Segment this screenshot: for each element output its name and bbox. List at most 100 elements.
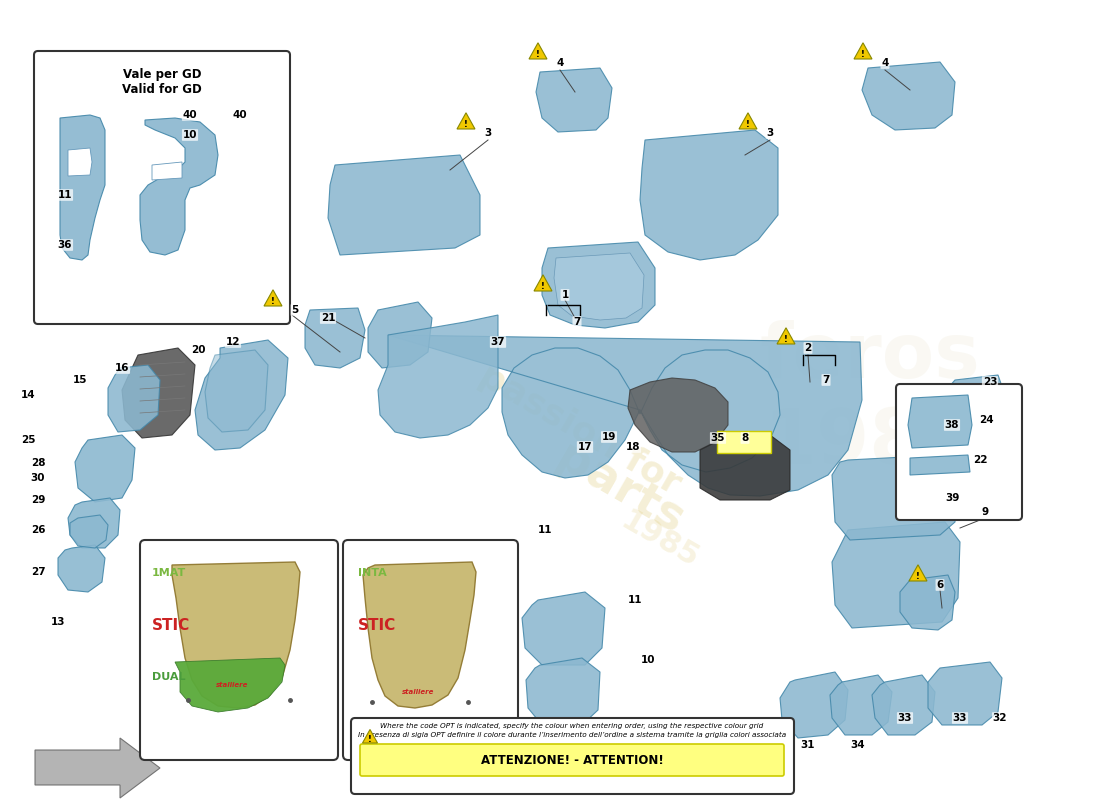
Polygon shape xyxy=(554,253,643,320)
Text: 11: 11 xyxy=(538,525,552,535)
Polygon shape xyxy=(152,162,182,180)
Text: 33: 33 xyxy=(953,713,967,723)
Text: stalliere: stalliere xyxy=(402,689,434,695)
Polygon shape xyxy=(832,522,960,628)
Text: 11: 11 xyxy=(628,595,642,605)
Text: 22: 22 xyxy=(972,455,988,465)
Text: 20: 20 xyxy=(190,345,206,355)
Text: !: ! xyxy=(861,50,865,59)
Polygon shape xyxy=(628,378,728,452)
Text: 7: 7 xyxy=(823,375,829,385)
Text: 12: 12 xyxy=(226,337,240,347)
Polygon shape xyxy=(264,290,282,306)
Text: 31: 31 xyxy=(801,740,815,750)
Text: feros
1985: feros 1985 xyxy=(760,320,980,480)
Text: 40: 40 xyxy=(183,110,197,120)
Polygon shape xyxy=(122,348,195,438)
Text: 28: 28 xyxy=(31,458,45,468)
Polygon shape xyxy=(140,118,218,255)
Polygon shape xyxy=(832,455,958,540)
Text: stalliere: stalliere xyxy=(216,682,249,688)
Polygon shape xyxy=(862,62,955,130)
Text: 8: 8 xyxy=(741,433,749,443)
Text: !: ! xyxy=(271,297,275,306)
Text: 39: 39 xyxy=(945,493,959,503)
Polygon shape xyxy=(305,308,365,368)
Polygon shape xyxy=(529,42,547,59)
Text: 5: 5 xyxy=(292,305,298,315)
Polygon shape xyxy=(328,155,480,255)
Text: 3: 3 xyxy=(767,128,773,138)
Text: 11: 11 xyxy=(57,190,73,200)
Text: 24: 24 xyxy=(979,415,993,425)
Text: 40: 40 xyxy=(233,110,248,120)
Polygon shape xyxy=(388,335,862,496)
Text: STIC: STIC xyxy=(358,618,396,633)
Polygon shape xyxy=(35,738,160,798)
Text: 26: 26 xyxy=(31,525,45,535)
Text: 10: 10 xyxy=(183,130,197,140)
Polygon shape xyxy=(534,274,552,291)
Polygon shape xyxy=(456,113,475,129)
FancyBboxPatch shape xyxy=(360,744,784,776)
FancyBboxPatch shape xyxy=(343,540,518,760)
Polygon shape xyxy=(542,242,654,328)
Text: !: ! xyxy=(746,120,750,129)
Text: 36: 36 xyxy=(57,240,73,250)
Text: Where the code OPT is indicated, specify the colour when entering order, using t: Where the code OPT is indicated, specify… xyxy=(381,723,763,729)
Text: 34: 34 xyxy=(850,740,866,750)
Polygon shape xyxy=(910,455,970,475)
Polygon shape xyxy=(108,365,159,432)
Polygon shape xyxy=(908,395,972,448)
Polygon shape xyxy=(780,672,848,738)
Text: 35: 35 xyxy=(711,433,725,443)
Polygon shape xyxy=(75,435,135,502)
Polygon shape xyxy=(900,575,955,630)
FancyBboxPatch shape xyxy=(140,540,338,760)
Text: 7: 7 xyxy=(573,317,581,327)
Text: 9: 9 xyxy=(981,507,989,517)
Text: 3: 3 xyxy=(484,128,492,138)
Text: 23: 23 xyxy=(982,377,998,387)
Polygon shape xyxy=(205,350,268,432)
Text: 19: 19 xyxy=(602,432,616,442)
FancyBboxPatch shape xyxy=(34,51,290,324)
Text: 4: 4 xyxy=(557,58,563,68)
Polygon shape xyxy=(363,730,377,743)
Text: 21: 21 xyxy=(321,313,336,323)
Text: In presenza di sigla OPT definire il colore durante l’inserimento dell’ordine a : In presenza di sigla OPT definire il col… xyxy=(358,732,786,738)
Polygon shape xyxy=(830,675,892,735)
Polygon shape xyxy=(68,148,92,176)
Polygon shape xyxy=(363,562,476,708)
Polygon shape xyxy=(854,42,872,59)
Polygon shape xyxy=(872,675,935,735)
Polygon shape xyxy=(522,592,605,665)
Text: 25: 25 xyxy=(21,435,35,445)
Text: 29: 29 xyxy=(31,495,45,505)
Polygon shape xyxy=(68,498,120,548)
Text: 27: 27 xyxy=(31,567,45,577)
Polygon shape xyxy=(195,340,288,450)
Text: !: ! xyxy=(784,335,788,344)
Polygon shape xyxy=(175,658,285,712)
Polygon shape xyxy=(640,130,778,260)
Polygon shape xyxy=(526,658,600,725)
Polygon shape xyxy=(928,662,1002,725)
Text: 37: 37 xyxy=(491,337,505,347)
Polygon shape xyxy=(777,328,795,344)
Text: 13: 13 xyxy=(51,617,65,627)
Text: ATTENZIONE! - ATTENTION!: ATTENZIONE! - ATTENTION! xyxy=(481,754,663,766)
Text: 6: 6 xyxy=(936,580,944,590)
Text: 38: 38 xyxy=(945,420,959,430)
Text: Vale per GD
Valid for GD: Vale per GD Valid for GD xyxy=(122,68,202,96)
Text: !: ! xyxy=(541,282,544,291)
Text: 18: 18 xyxy=(626,442,640,452)
Text: 30: 30 xyxy=(31,473,45,483)
Polygon shape xyxy=(172,562,300,708)
Text: 33: 33 xyxy=(898,713,912,723)
Text: DUAL: DUAL xyxy=(152,672,186,682)
Polygon shape xyxy=(378,315,498,438)
Text: 14: 14 xyxy=(21,390,35,400)
Text: INTA: INTA xyxy=(358,568,387,578)
Polygon shape xyxy=(909,565,927,581)
